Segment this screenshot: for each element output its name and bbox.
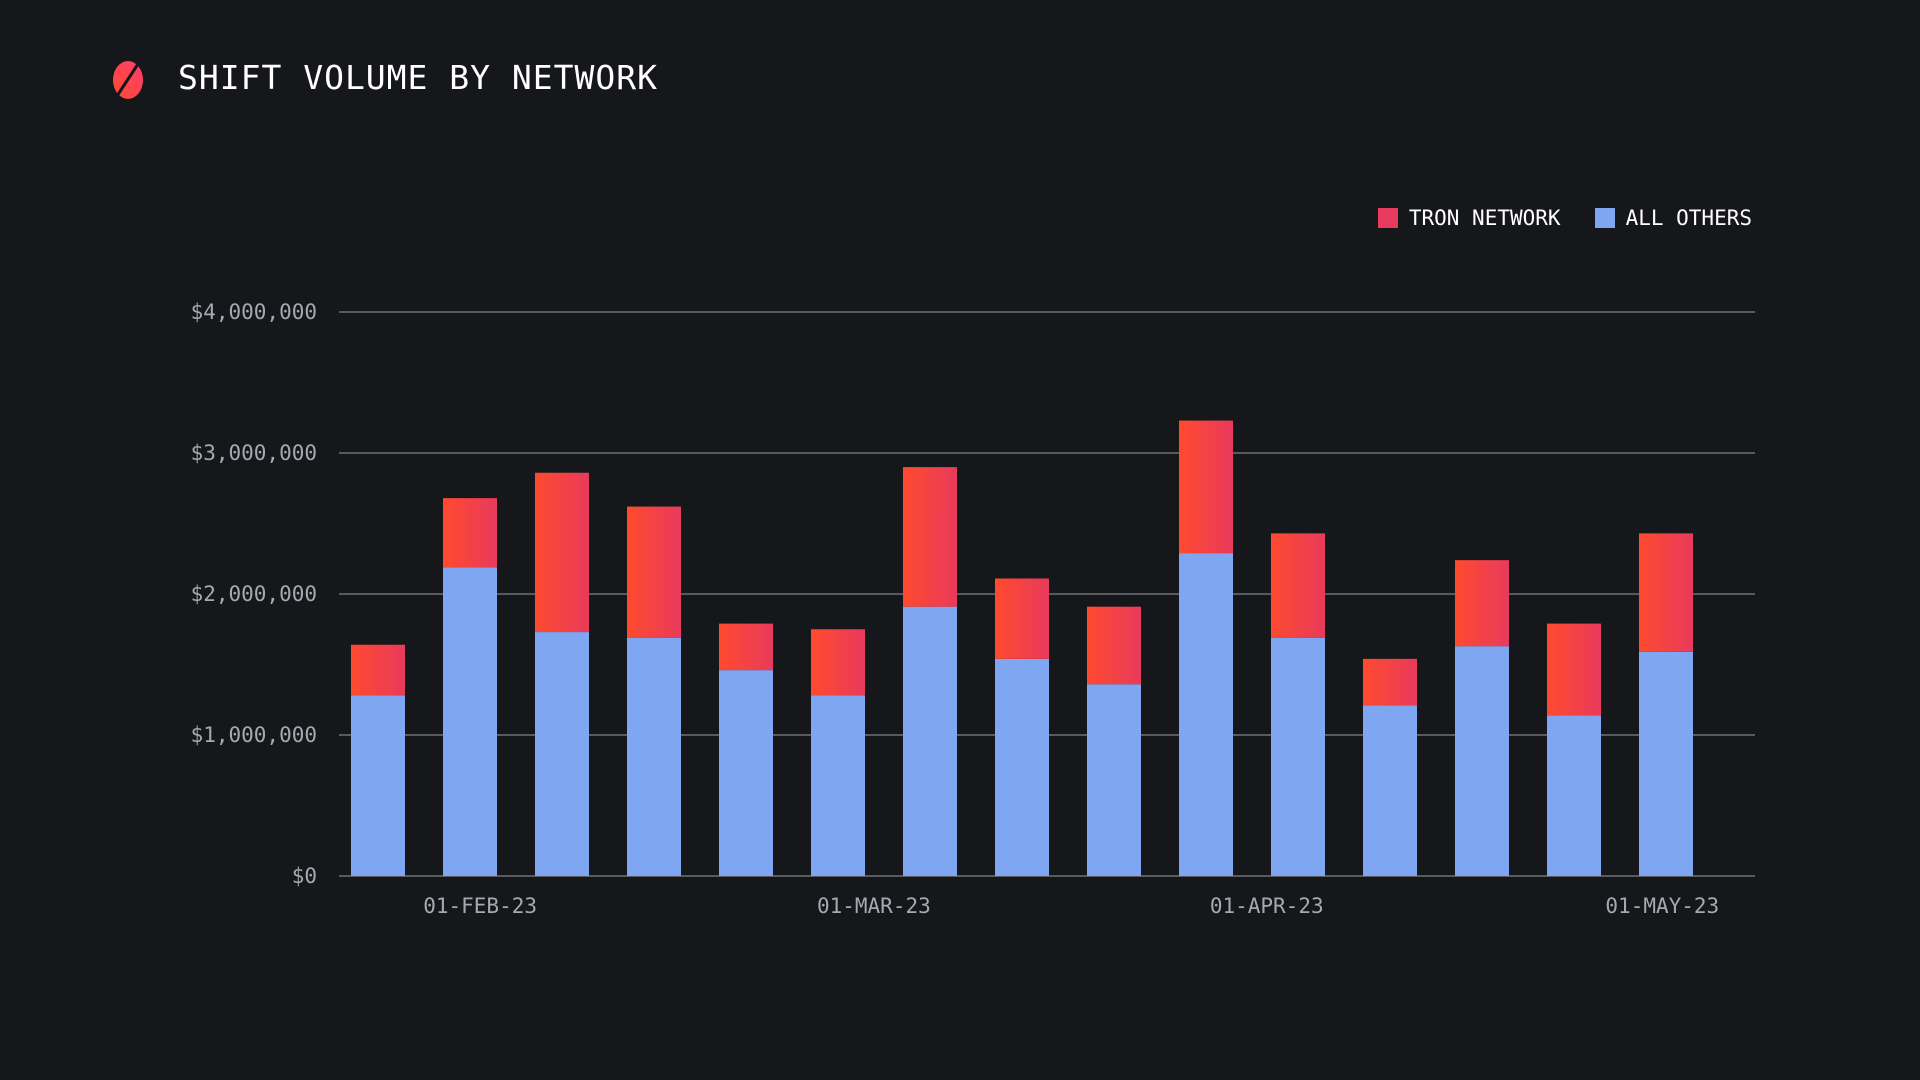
bar-all-others: [1087, 684, 1141, 876]
bar-tron-network: [1271, 533, 1325, 638]
bar-all-others: [995, 658, 1049, 876]
chart-title: SHIFT VOLUME BY NETWORK: [178, 58, 658, 97]
bar-all-others: [811, 695, 865, 876]
x-tick-label: 01-MAY-23: [1605, 894, 1719, 918]
bar-all-others: [1179, 553, 1233, 876]
y-tick-label: $3,000,000: [191, 441, 317, 465]
bar-tron-network: [811, 629, 865, 696]
logo-icon: [113, 61, 143, 99]
x-tick-label: 01-MAR-23: [817, 894, 931, 918]
bar-tron-network: [627, 506, 681, 638]
legend-swatch-tron: [1377, 208, 1398, 228]
bar-all-others: [443, 567, 497, 876]
bar-all-others: [535, 632, 589, 876]
bar-tron-network: [719, 623, 773, 671]
bar-tron-network: [535, 472, 589, 633]
bar-all-others: [627, 637, 681, 876]
y-tick-label: $4,000,000: [191, 300, 317, 324]
x-tick-label: 01-FEB-23: [423, 894, 537, 918]
legend-label-others: ALL OTHERS: [1625, 206, 1752, 230]
bar-tron-network: [903, 467, 957, 607]
legend-swatch-others: [1594, 208, 1615, 228]
bar-all-others: [1547, 715, 1601, 876]
y-tick-label: $2,000,000: [191, 582, 317, 606]
y-tick-label: $0: [292, 864, 317, 888]
bar-all-others: [1271, 637, 1325, 876]
bar-tron-network: [1639, 533, 1693, 652]
bar-all-others: [719, 670, 773, 876]
x-tick-label: 01-APR-23: [1210, 894, 1324, 918]
bar-all-others: [351, 695, 405, 876]
legend-label-tron: TRON NETWORK: [1408, 206, 1561, 230]
bar-all-others: [1639, 651, 1693, 876]
bar-tron-network: [1179, 420, 1233, 554]
bar-all-others: [1455, 646, 1509, 876]
bar-tron-network: [1455, 560, 1509, 647]
legend-item-others: ALL OTHERS: [1594, 206, 1752, 230]
bar-tron-network: [351, 644, 405, 696]
legend-item-tron: TRON NETWORK: [1377, 206, 1561, 230]
bar-tron-network: [1087, 606, 1141, 685]
bar-tron-network: [1547, 623, 1601, 716]
bar-tron-network: [995, 578, 1049, 659]
bar-tron-network: [1363, 658, 1417, 706]
bar-all-others: [903, 606, 957, 876]
y-tick-label: $1,000,000: [191, 723, 317, 747]
bar-tron-network: [443, 498, 497, 568]
bar-all-others: [1363, 705, 1417, 876]
legend: TRON NETWORK ALL OTHERS: [1377, 206, 1752, 230]
